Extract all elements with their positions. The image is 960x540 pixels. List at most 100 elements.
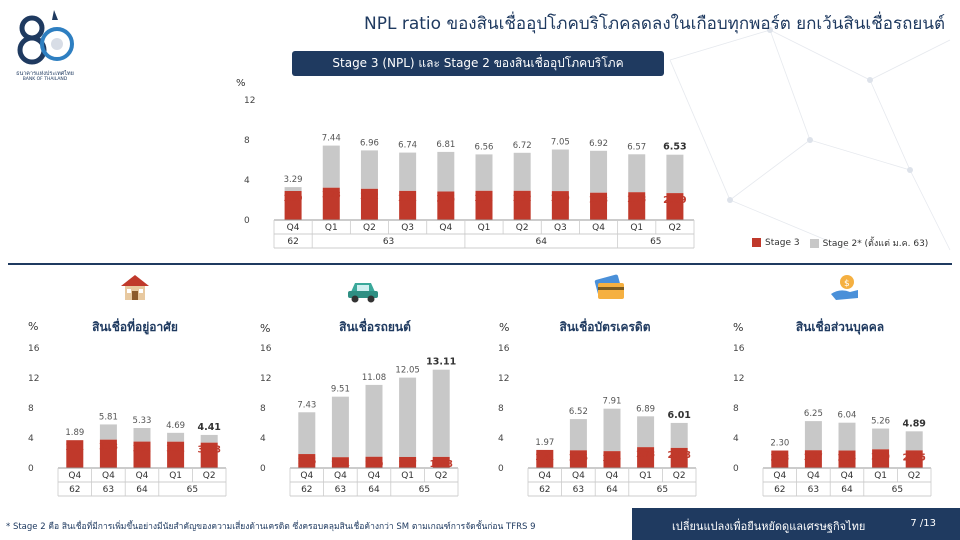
stage3-bar — [200, 442, 218, 468]
total-value-label: 6.01 — [667, 410, 690, 421]
x-year-label: 63 — [808, 485, 819, 495]
stage3-bar — [666, 193, 684, 220]
y-tick-label: 4 — [28, 434, 34, 444]
stage3-bar — [771, 450, 789, 468]
x-category-label: Q1 — [630, 223, 643, 233]
stage3-bar — [99, 439, 117, 468]
x-year-label: 65 — [892, 485, 903, 495]
x-category-label: Q1 — [401, 471, 414, 481]
x-year-label: 65 — [650, 237, 661, 247]
stage3-value-label: 2.35 — [902, 452, 925, 463]
stage3-bar — [637, 447, 655, 468]
money-hand-icon: $ — [828, 272, 862, 302]
y-tick-label: 0 — [244, 216, 250, 226]
y-tick-label: 0 — [28, 464, 34, 474]
x-category-label: Q4 — [807, 471, 820, 481]
stage3-value-label: 2.85 — [436, 195, 455, 205]
x-category-label: Q2 — [203, 471, 216, 481]
stage3-value-label: 3.38 — [197, 445, 221, 456]
stage3-value-label: 2.92 — [513, 194, 532, 204]
stage3-value-label: 3.23 — [322, 191, 341, 201]
stage3-value-label: 2.49 — [871, 452, 890, 462]
x-category-label: Q1 — [874, 471, 887, 481]
stage3-value-label: 1.86 — [297, 457, 316, 467]
x-year-label: 64 — [606, 485, 618, 495]
total-value-label: 6.52 — [569, 407, 588, 417]
stage3-bar — [133, 441, 151, 468]
x-category-label: Q4 — [841, 471, 854, 481]
x-category-label: Q4 — [572, 471, 585, 481]
stage3-value-label: 2.33 — [770, 454, 789, 464]
stage2-bar — [360, 150, 378, 189]
y-tick-label: 8 — [260, 404, 266, 414]
stage3-value-label: 2.25 — [603, 454, 622, 464]
y-tick-label: 16 — [260, 344, 272, 354]
stage2-bar — [331, 396, 349, 458]
total-value-label: 7.43 — [297, 400, 316, 410]
y-tick-label: 4 — [733, 434, 739, 444]
stage2-bar — [298, 412, 316, 455]
y-tick-label: 8 — [28, 404, 34, 414]
x-category-label: Q3 — [554, 223, 567, 233]
stage2-bar — [432, 369, 450, 457]
total-value-label: 5.33 — [133, 416, 152, 426]
stage2-bar — [513, 152, 531, 191]
stage3-value-label: 2.36 — [569, 453, 588, 463]
stage3-bar — [551, 191, 569, 220]
total-value-label: 6.96 — [360, 138, 379, 148]
stage2-bar — [670, 422, 688, 448]
chart4-pct-label: % — [733, 321, 744, 334]
total-value-label: 1.97 — [535, 438, 554, 448]
total-value-label: 5.26 — [871, 417, 890, 427]
y-tick-label: 8 — [733, 404, 739, 414]
total-value-label: 6.72 — [513, 141, 532, 151]
logo-text-en: BANK OF THAILAND — [22, 77, 68, 82]
y-tick-label: 4 — [260, 434, 266, 444]
legend-item-stage2: Stage 2* (ตั้งแต่ ม.ค. 63) — [809, 236, 928, 250]
stage3-value-label: 2.69 — [663, 195, 686, 206]
stage3-bar — [804, 450, 822, 468]
y-tick-label: 16 — [733, 344, 745, 354]
x-year-label: 65 — [419, 485, 430, 495]
chart2-pct-label: % — [260, 322, 271, 335]
stage3-bar — [536, 449, 554, 468]
stage3-value-label: 2.91 — [398, 194, 417, 204]
stage3-value-label: 1.50 — [365, 460, 384, 470]
stage2-bar — [475, 154, 493, 191]
stage3-value-label: 2.73 — [589, 196, 608, 206]
y-unit-label: % — [236, 78, 246, 89]
x-category-label: Q2 — [363, 223, 376, 233]
stage3-bar — [331, 457, 349, 468]
stage2-bar — [666, 154, 684, 194]
y-tick-label: 4 — [498, 434, 504, 444]
stage3-bar — [66, 440, 84, 468]
x-year-label: 64 — [136, 485, 148, 495]
stage3-bar — [365, 456, 383, 468]
stage2-bar — [284, 187, 302, 191]
total-value-label: 6.89 — [636, 404, 655, 414]
x-category-label: Q4 — [68, 471, 81, 481]
x-category-label: Q4 — [300, 471, 313, 481]
x-year-label: 64 — [536, 237, 548, 247]
stage3-value-label: 2.41 — [535, 453, 554, 463]
y-tick-label: 8 — [498, 404, 504, 414]
x-category-label: Q2 — [516, 223, 529, 233]
y-tick-label: 12 — [28, 374, 39, 384]
y-tick-label: 16 — [28, 344, 40, 354]
total-value-label: 7.91 — [603, 397, 622, 407]
stage3-bar — [905, 450, 923, 468]
stage2-bar — [365, 384, 383, 457]
stage2-bar — [569, 419, 587, 451]
stage2-bar — [551, 149, 569, 192]
stage3-value-label: 2.92 — [475, 194, 494, 204]
stage3-value-label: 1.44 — [331, 460, 350, 470]
x-category-label: Q1 — [169, 471, 182, 481]
bot-logo: ธนาคารแห่งประเทศไทย BANK OF THAILAND — [14, 6, 76, 84]
main-stacked-bar-chart: % 0 4 8 12 3.29 2.90 7.44 3.23 6.96 3.12 6.74 2.91 6.… — [236, 78, 695, 249]
personal-loan-chart: 0 4 8 12 16 2.30 2.33 6.25 2.37 6.04 2.33 5.26 2.49 4… — [733, 344, 932, 497]
stage3-bar — [399, 190, 417, 220]
x-year-label: 62 — [287, 237, 298, 247]
total-value-label: 6.25 — [804, 409, 823, 419]
chart3-title: สินเชื่อบัตรเครดิต — [559, 320, 651, 334]
y-tick-label: 4 — [244, 176, 250, 186]
